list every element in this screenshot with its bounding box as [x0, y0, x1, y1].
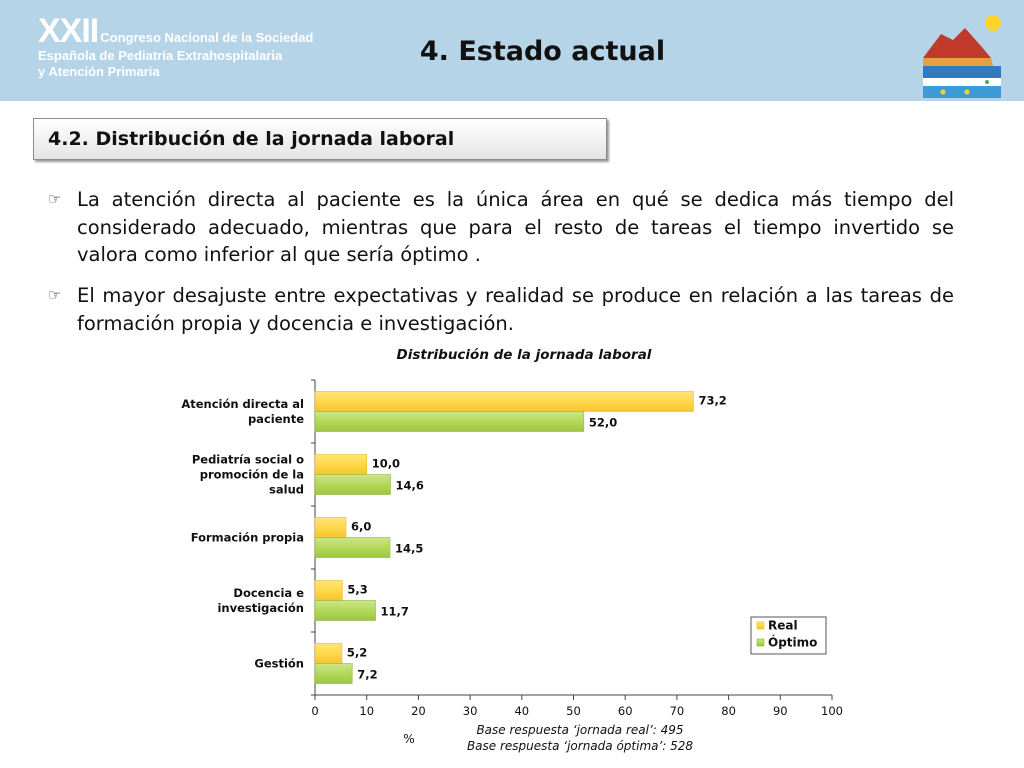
x-axis-label: %: [403, 732, 414, 746]
bullet-text: El mayor desajuste entre expectativas y …: [77, 284, 954, 335]
bar-value-label: 14,6: [395, 479, 423, 493]
section-title: 4.2. Distribución de la jornada laboral: [48, 128, 455, 150]
bar-optimo: [314, 537, 391, 558]
bar-value-label: 11,7: [380, 605, 408, 619]
category-label: Pediatría social o promoción de la salud: [192, 453, 304, 497]
x-tick-label: 100: [821, 704, 843, 718]
legend-label: Real: [768, 619, 798, 633]
header-banner: XXII Congreso Nacional de la Sociedad Esp…: [0, 0, 1024, 101]
bar-value-label: 7,2: [357, 668, 377, 682]
bar-real: [314, 391, 694, 412]
legend-swatch-real: [756, 621, 765, 630]
x-tick-label: 20: [411, 704, 426, 718]
legend-label: Óptimo: [768, 635, 817, 650]
bar-optimo: [314, 474, 391, 495]
category-label: Gestión: [254, 657, 304, 671]
congress-line-1: Congreso Nacional de la Sociedad: [100, 30, 314, 45]
congress-logo-icon: [921, 12, 1005, 100]
pointing-hand-icon: ☞: [48, 190, 62, 208]
pointing-hand-icon: ☞: [48, 286, 62, 304]
base-note: Base respuesta ‘jornada óptima’: 528: [467, 739, 693, 753]
x-tick-label: 70: [670, 704, 685, 718]
x-tick-label: 50: [566, 704, 581, 718]
category-label: Docencia e investigación: [217, 586, 304, 615]
chart-title: Distribución de la jornada laboral: [397, 347, 652, 363]
bar-real: [314, 643, 343, 664]
bar-optimo: [314, 663, 353, 684]
congress-brand: XXII Congreso Nacional de la Sociedad Esp…: [38, 14, 313, 80]
section-title-box: 4.2. Distribución de la jornada laboral: [33, 118, 607, 160]
bar-optimo: [314, 411, 585, 432]
x-tick-label: 0: [311, 704, 318, 718]
bar-value-label: 5,3: [347, 583, 367, 597]
bar-optimo: [314, 600, 376, 621]
x-tick-label: 90: [773, 704, 788, 718]
bullet-item: ☞ La atención directa al paciente es la …: [48, 186, 954, 270]
bar-value-label: 73,2: [698, 394, 726, 408]
bullet-text: La atención directa al paciente es la ún…: [77, 188, 954, 266]
category-label: Formación propia: [191, 531, 304, 545]
category-label: Atención directa al paciente: [181, 397, 304, 426]
x-tick-label: 40: [514, 704, 529, 718]
bar-value-label: 10,0: [372, 457, 400, 471]
x-tick-label: 10: [359, 704, 374, 718]
bar-value-label: 5,2: [347, 646, 367, 660]
base-note: Base respuesta ‘jornada real’: 495: [476, 723, 683, 737]
x-tick-label: 60: [618, 704, 633, 718]
bar-value-label: 52,0: [589, 416, 617, 430]
congress-numeral: XXII: [38, 12, 99, 50]
bar-value-label: 6,0: [351, 520, 371, 534]
bar-real: [314, 517, 347, 538]
bar-real: [314, 454, 368, 475]
congress-line-2: Española de Pediatría Extrahospitalaria: [38, 48, 283, 63]
page-title: 4. Estado actual: [419, 36, 666, 67]
legend-swatch-optimo: [756, 638, 765, 647]
bar-value-label: 14,5: [395, 542, 423, 556]
bar-real: [314, 580, 343, 601]
bullet-item: ☞ El mayor desajuste entre expectativas …: [48, 282, 954, 338]
congress-line-3: y Atención Primaria: [38, 64, 160, 79]
x-tick-label: 30: [463, 704, 478, 718]
x-tick-label: 80: [721, 704, 736, 718]
